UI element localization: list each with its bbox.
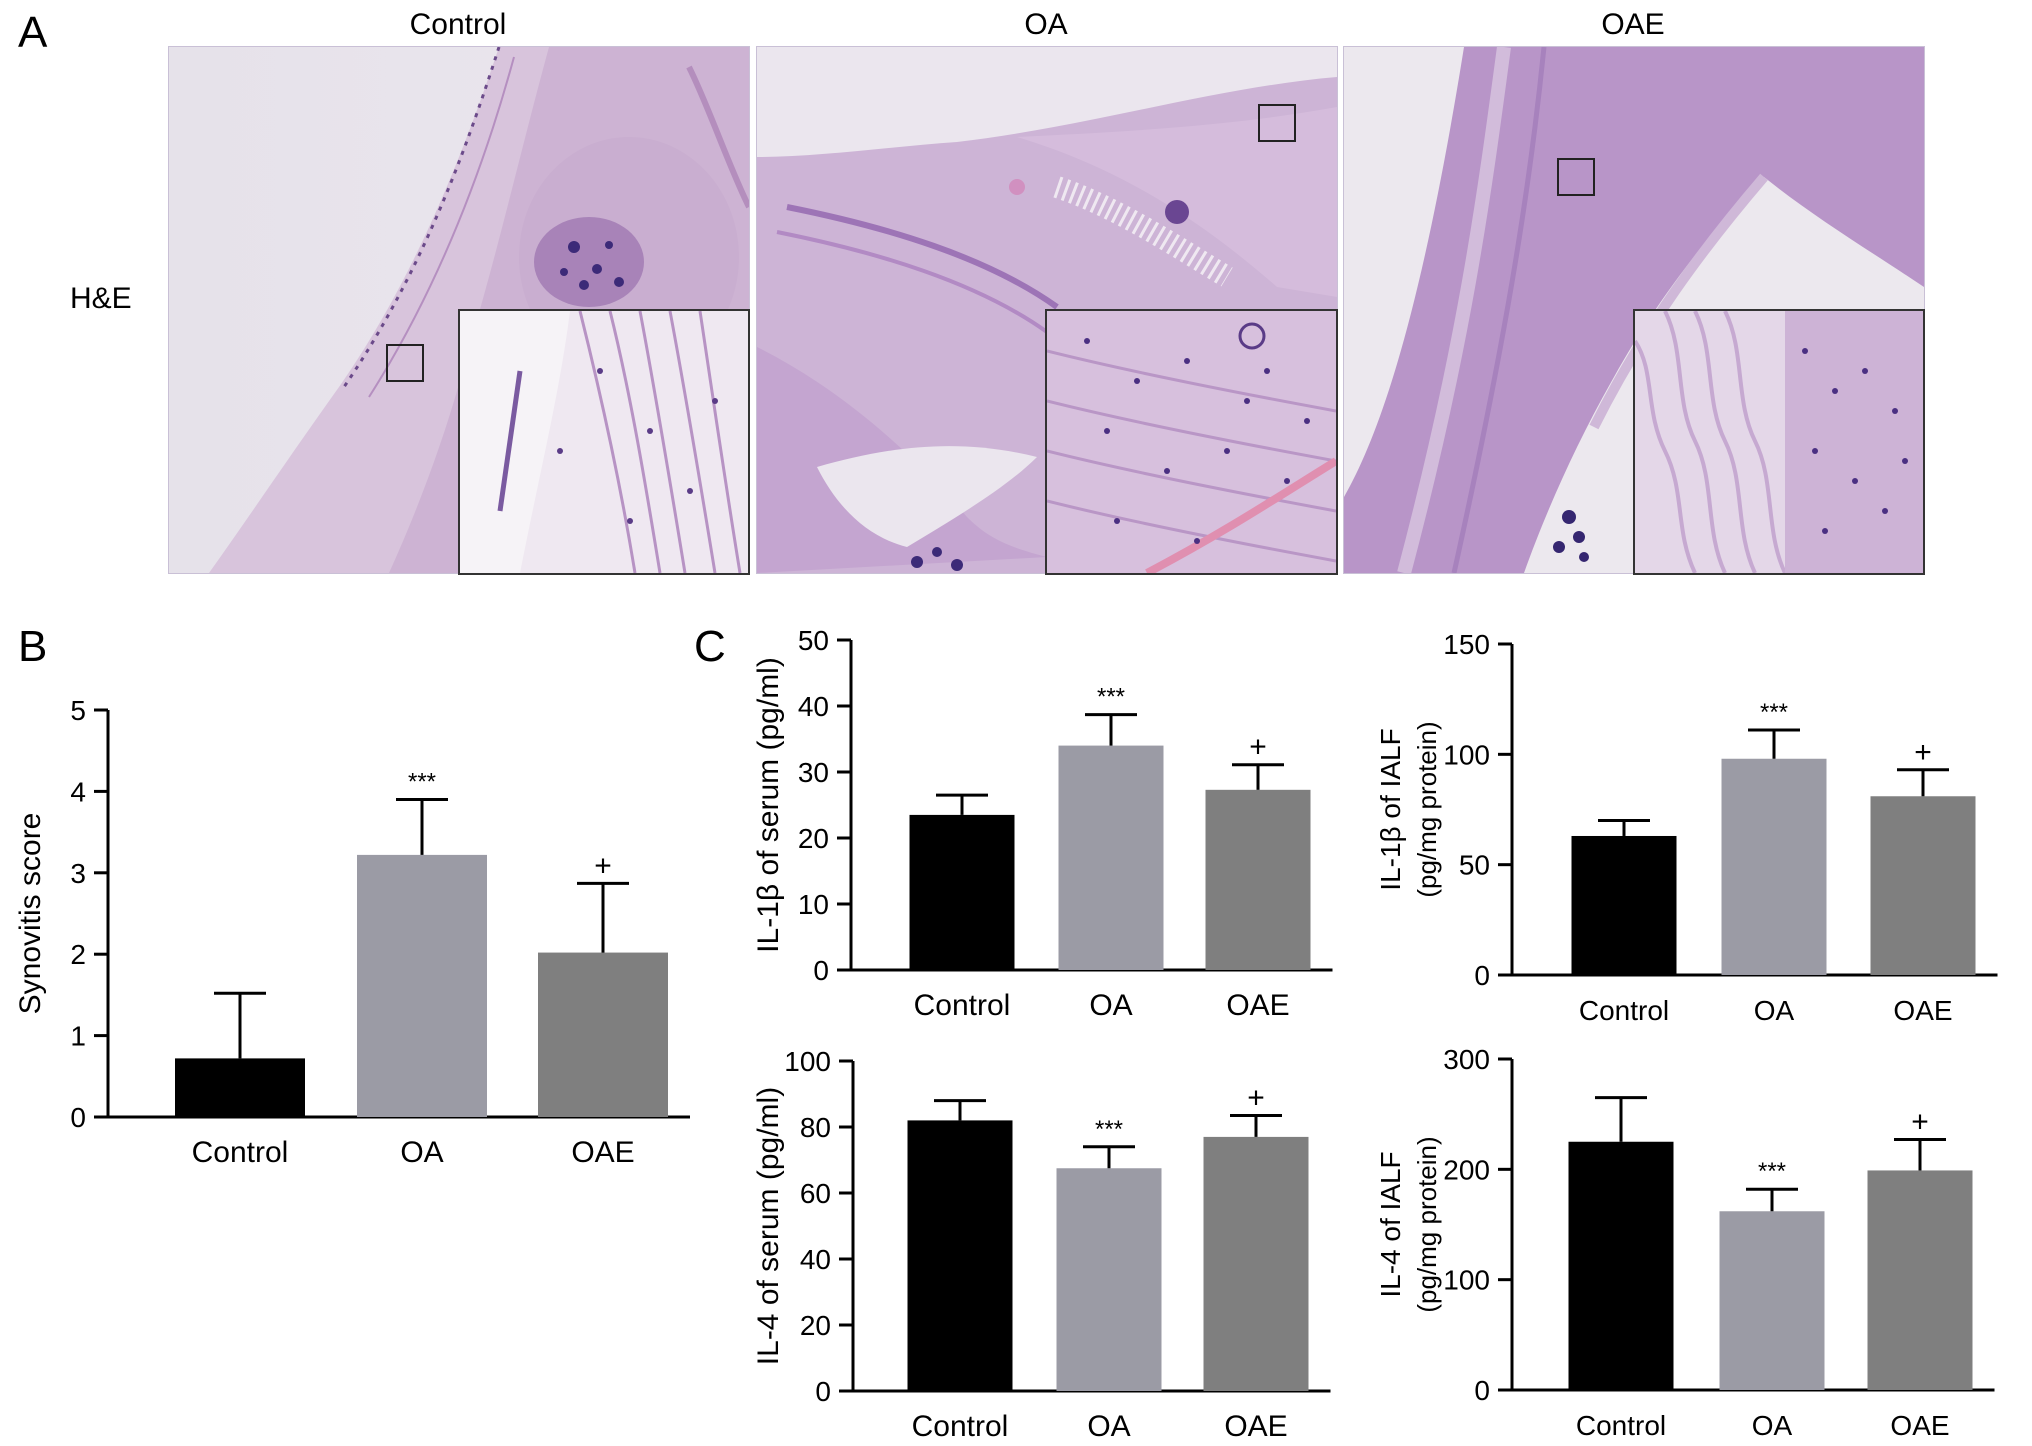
y-tick-label: 0	[813, 955, 829, 986]
bar-oae	[1870, 796, 1976, 975]
chart-il1b-ialf: 0 50 100 150 IL-1β of IALF (pg/mg protein) Con…	[1370, 620, 2010, 1040]
y-tick-label: 40	[798, 691, 829, 722]
y-tick-label: 80	[800, 1112, 831, 1143]
y-tick-label: 50	[798, 625, 829, 656]
y-axis-label: (pg/mg protein)	[1412, 1136, 1442, 1312]
roi-marker-oa	[1258, 104, 1296, 142]
significance-label-oa: ***	[1095, 1116, 1123, 1143]
y-tick-label: 1	[70, 1021, 86, 1052]
bar-oa	[1058, 745, 1164, 970]
x-category-label: Control	[1576, 1410, 1666, 1441]
column-title-oa: OA	[1024, 8, 1068, 41]
chart-svg-synovitis: 0 1 2 3 4 5 Synovitis score Control *** OA + OAE	[14, 695, 690, 1169]
significance-label-oa: ***	[1758, 1158, 1786, 1185]
y-tick-label: 2	[70, 939, 86, 970]
y-tick-label: 20	[800, 1310, 831, 1341]
y-tick-label: 0	[815, 1376, 831, 1407]
x-category-label: OAE	[1890, 1410, 1949, 1441]
x-category-label: OA	[400, 1136, 443, 1169]
significance-label-oae: +	[1911, 1106, 1929, 1139]
y-axis-label: IL-4 of serum (pg/ml)	[752, 1087, 785, 1365]
significance-label-oae: +	[1247, 1081, 1265, 1114]
bar-oae	[538, 952, 668, 1117]
y-axis-label: IL-1β of IALF	[1375, 728, 1406, 890]
bar-oae	[1205, 789, 1311, 970]
bar-oae	[1867, 1170, 1973, 1390]
column-title-oae: OAE	[1601, 8, 1665, 41]
y-tick-label: 3	[70, 858, 86, 889]
significance-label-oae: +	[594, 849, 612, 882]
chart-svg-il4_ialf: 0 100 200 300 IL-4 of IALF (pg/mg protein) Con…	[1375, 1044, 1995, 1441]
y-tick-label: 0	[70, 1102, 86, 1133]
significance-label-oa: ***	[408, 769, 436, 796]
x-category-label: Control	[912, 1410, 1009, 1443]
x-category-label: OA	[1752, 1410, 1793, 1441]
y-axis-label: IL-1β of serum (pg/ml)	[752, 657, 785, 953]
y-axis-label: Synovitis score	[14, 813, 47, 1015]
x-category-label: Control	[914, 989, 1011, 1022]
bar-control	[1571, 835, 1677, 975]
y-tick-label: 0	[1474, 960, 1490, 991]
panel-label-a: A	[18, 8, 48, 57]
y-tick-label: 30	[798, 757, 829, 788]
chart-synovitis-score: 0 1 2 3 4 5 Synovitis score Control *** OA + OAE	[0, 690, 690, 1190]
roi-marker-control	[386, 344, 424, 382]
significance-label-oa: ***	[1760, 699, 1788, 726]
chart-il1b-serum: 0 10 20 30 40 50 IL-1β of serum (pg/ml) Control…	[730, 620, 1333, 1040]
y-tick-label: 40	[800, 1244, 831, 1275]
y-tick-label: 100	[1443, 739, 1490, 770]
bar-control	[909, 814, 1015, 970]
x-category-label: OA	[1754, 995, 1795, 1026]
y-tick-label: 0	[1474, 1375, 1490, 1406]
chart-il4-serum: 0 20 40 60 80 100 IL-4 of serum (pg/ml) Control…	[730, 1040, 1331, 1446]
significance-label-oae: +	[1249, 731, 1267, 764]
bar-control	[175, 1058, 305, 1117]
bar-oa	[357, 854, 487, 1117]
zoom-inset-control	[458, 309, 750, 575]
y-tick-label: 150	[1443, 629, 1490, 660]
y-axis-label: IL-4 of IALF	[1375, 1151, 1406, 1297]
y-tick-label: 5	[70, 695, 86, 726]
panel-label-c: C	[694, 622, 726, 671]
y-tick-label: 100	[1443, 1265, 1490, 1296]
y-tick-label: 60	[800, 1178, 831, 1209]
y-tick-label: 10	[798, 889, 829, 920]
zoom-inset-oa	[1045, 309, 1338, 575]
x-category-label: Control	[1579, 995, 1669, 1026]
y-tick-label: 20	[798, 823, 829, 854]
bar-oa	[1719, 1211, 1825, 1390]
x-category-label: OA	[1089, 989, 1132, 1022]
chart-il4-ialf: 0 100 200 300 IL-4 of IALF (pg/mg protein) Con…	[1370, 1040, 2010, 1446]
zoom-inset-oae	[1633, 309, 1925, 575]
chart-svg-il1b_serum: 0 10 20 30 40 50 IL-1β of serum (pg/ml) Control…	[752, 625, 1333, 1022]
roi-marker-oae	[1557, 158, 1595, 196]
chart-svg-il1b_ialf: 0 50 100 150 IL-1β of IALF (pg/mg protein) Con…	[1375, 629, 1998, 1026]
bar-control	[1568, 1141, 1674, 1390]
chart-svg-il4_serum: 0 20 40 60 80 100 IL-4 of serum (pg/ml) Control…	[752, 1046, 1331, 1443]
y-tick-label: 300	[1443, 1044, 1490, 1075]
x-category-label: Control	[192, 1136, 289, 1169]
panel-label-b: B	[18, 622, 48, 671]
y-tick-label: 200	[1443, 1154, 1490, 1185]
y-tick-label: 4	[70, 776, 86, 807]
bar-oae	[1203, 1136, 1309, 1391]
x-category-label: OAE	[1226, 989, 1289, 1022]
y-tick-label: 50	[1459, 850, 1490, 881]
bar-oa	[1721, 758, 1827, 975]
bar-control	[907, 1120, 1013, 1391]
bar-oa	[1056, 1168, 1162, 1391]
significance-label-oae: +	[1914, 736, 1932, 769]
x-category-label: OAE	[1893, 995, 1952, 1026]
x-category-label: OAE	[1224, 1410, 1287, 1443]
significance-label-oa: ***	[1097, 684, 1125, 711]
x-category-label: OA	[1087, 1410, 1130, 1443]
column-title-control: Control	[409, 8, 507, 41]
y-tick-label: 100	[784, 1046, 831, 1077]
y-axis-label: (pg/mg protein)	[1412, 721, 1442, 897]
row-label-he: H&E	[70, 282, 132, 315]
x-category-label: OAE	[571, 1136, 634, 1169]
